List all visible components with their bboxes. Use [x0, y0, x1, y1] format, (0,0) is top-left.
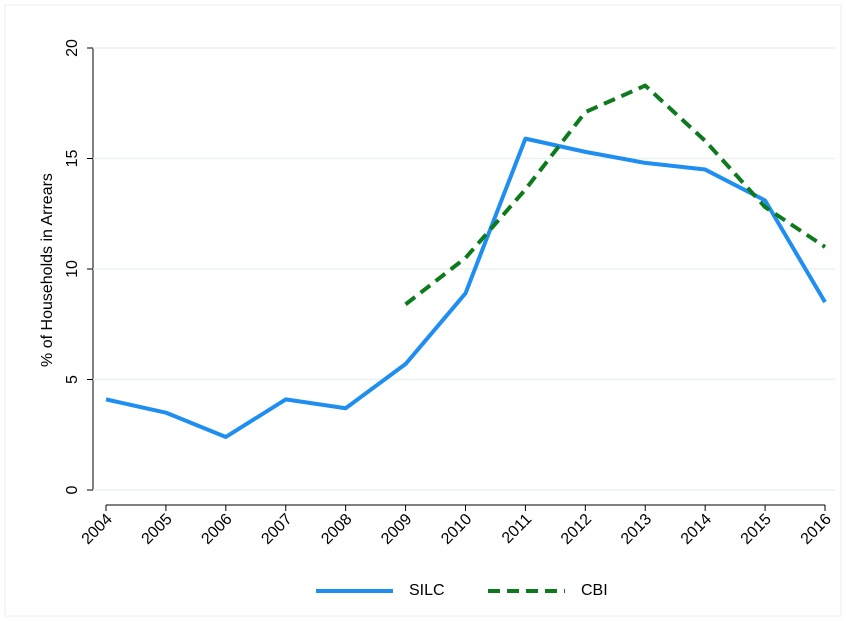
- y-tick-label: 10: [64, 260, 81, 278]
- data-line: [105, 136, 827, 439]
- chart-frame: [4, 4, 842, 617]
- data-line: [404, 83, 827, 306]
- legend-label: CBI: [581, 582, 608, 599]
- legend-label: SILC: [409, 582, 445, 599]
- y-tick-label: 15: [64, 150, 81, 168]
- y-axis-title: % of Households in Arrears: [39, 173, 56, 367]
- y-tick-label: 20: [64, 39, 81, 57]
- y-tick-label: 0: [64, 485, 81, 494]
- y-tick-label: 5: [64, 375, 81, 384]
